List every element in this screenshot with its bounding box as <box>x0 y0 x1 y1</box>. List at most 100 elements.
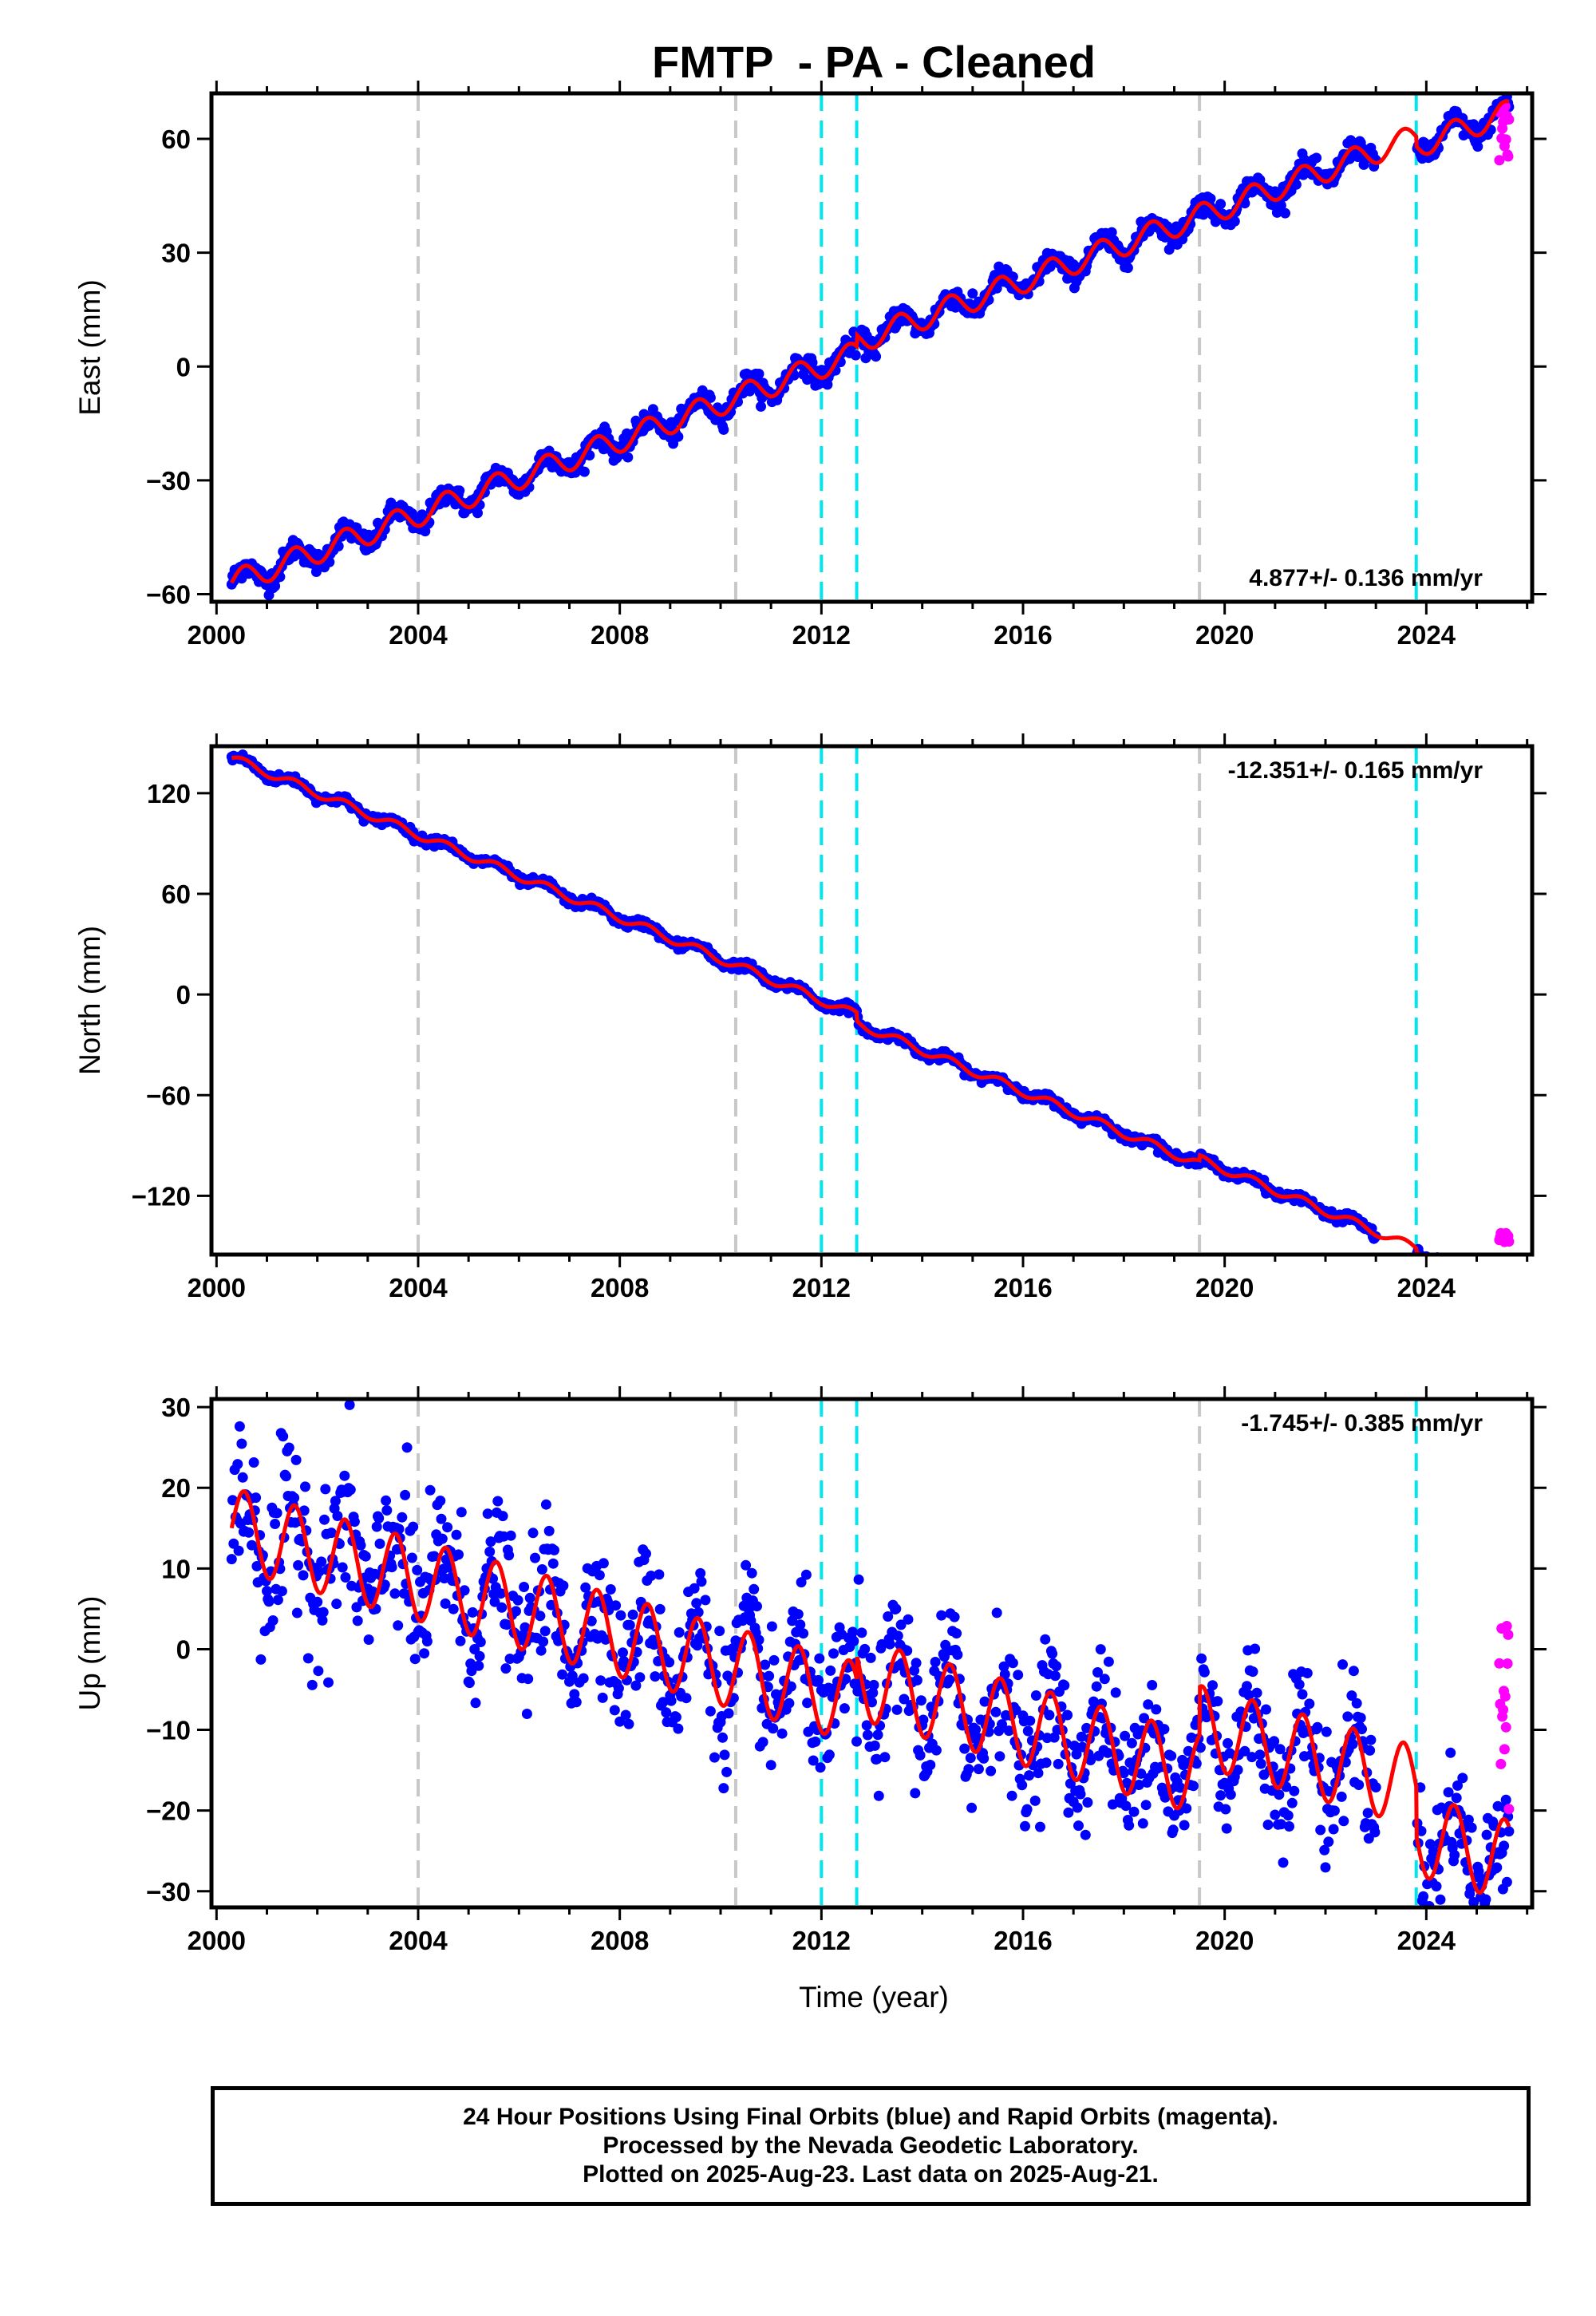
final-orbit-point <box>768 1723 779 1734</box>
final-orbit-point <box>1428 1846 1439 1857</box>
rapid-orbit-points-up <box>1494 1621 1515 1815</box>
final-orbit-point <box>609 1705 620 1716</box>
final-orbit-point <box>1007 1658 1018 1669</box>
y-tick-label: −30 <box>146 466 191 496</box>
final-orbit-point <box>1290 179 1302 190</box>
final-orbit-point <box>1080 1829 1091 1840</box>
final-orbit-point <box>558 1580 569 1591</box>
final-orbit-point <box>255 1654 267 1665</box>
final-orbit-point <box>429 1551 440 1562</box>
final-orbit-point <box>536 1564 547 1575</box>
final-orbit-point <box>340 1572 351 1583</box>
final-orbit-point <box>718 424 729 435</box>
final-orbit-point <box>658 1697 669 1708</box>
final-orbit-point <box>1223 1737 1233 1749</box>
x-tick-label: 2024 <box>1397 1926 1456 1955</box>
final-orbit-point <box>437 1533 448 1544</box>
final-orbit-point <box>232 1459 243 1470</box>
final-orbit-point <box>810 1736 821 1747</box>
final-orbit-point <box>839 1703 850 1714</box>
final-orbit-point <box>1220 1804 1231 1815</box>
final-orbit-point <box>1432 1259 1442 1270</box>
y-tick-label: −60 <box>146 1081 191 1110</box>
final-orbit-point <box>527 1528 539 1539</box>
final-orbit-point <box>1470 1933 1480 1943</box>
final-orbit-point <box>721 1766 733 1777</box>
final-orbit-point <box>800 1569 812 1580</box>
final-orbit-point <box>314 1566 325 1577</box>
y-tick-label: 0 <box>176 1634 191 1664</box>
x-tick-label: 2020 <box>1195 620 1254 650</box>
final-orbit-point <box>381 1505 393 1516</box>
velocity-label-up: -1.745+/- 0.385 mm/yr <box>1241 1410 1483 1437</box>
final-orbit-point <box>695 1567 706 1579</box>
final-orbit-point <box>1017 1780 1028 1791</box>
final-orbit-point <box>1494 1277 1504 1287</box>
final-orbit-point <box>1072 1802 1083 1813</box>
y-tick-label: 60 <box>161 879 191 909</box>
final-orbit-point <box>1497 1283 1507 1294</box>
final-orbit-point <box>579 466 590 477</box>
final-orbit-point <box>1431 1881 1442 1892</box>
final-orbit-point <box>718 1783 729 1794</box>
final-orbit-point <box>1024 1770 1035 1781</box>
x-tick-label: 2016 <box>994 1926 1052 1955</box>
final-orbit-point <box>1338 1816 1349 1827</box>
final-orbit-point <box>700 1595 711 1606</box>
final-orbit-point <box>1013 1670 1024 1681</box>
final-orbit-point <box>764 1670 775 1682</box>
final-orbit-point <box>813 1674 824 1686</box>
final-orbit-point <box>339 1470 350 1481</box>
final-orbit-point <box>1278 1857 1289 1868</box>
y-tick-label: 0 <box>176 980 191 1010</box>
final-orbit-point <box>470 1697 481 1709</box>
final-orbit-point <box>523 1674 534 1685</box>
final-orbit-point <box>271 1508 282 1519</box>
final-orbit-point <box>1122 263 1133 274</box>
y-tick-label: −60 <box>146 579 191 609</box>
final-orbit-point <box>918 1714 929 1725</box>
final-orbit-point <box>673 1723 684 1734</box>
final-orbit-point <box>1242 1681 1252 1692</box>
final-orbit-point <box>1289 1785 1300 1796</box>
final-orbit-point <box>930 1657 941 1667</box>
final-orbit-point <box>345 1484 356 1496</box>
final-orbit-point <box>613 1683 624 1694</box>
y-axis-title-east: East (mm) <box>73 279 106 416</box>
x-tick-label: 2012 <box>792 1926 851 1955</box>
final-orbit-point <box>251 1561 263 1571</box>
final-orbit-point <box>693 1607 704 1618</box>
final-orbit-point <box>1136 1768 1147 1779</box>
final-orbit-point <box>302 1653 314 1664</box>
final-orbit-point <box>1487 1279 1497 1289</box>
final-orbit-point <box>1126 1737 1137 1749</box>
plot-area-north <box>226 746 1515 1294</box>
final-orbit-point <box>959 1743 970 1754</box>
final-orbit-point <box>1365 1745 1376 1756</box>
final-orbit-point <box>910 1788 921 1799</box>
final-orbit-point <box>1254 1749 1266 1761</box>
final-orbit-point <box>1275 200 1286 211</box>
final-orbit-point <box>594 1570 605 1581</box>
final-orbit-point <box>867 1697 877 1708</box>
final-orbit-point <box>333 540 344 551</box>
final-orbit-point <box>1049 1670 1061 1682</box>
final-orbit-point <box>496 1602 508 1613</box>
final-orbit-point <box>1243 1690 1254 1701</box>
final-orbit-point <box>1476 1279 1486 1290</box>
final-orbit-point <box>1493 1276 1503 1286</box>
x-tick-label: 2004 <box>389 620 448 650</box>
final-orbit-point <box>952 1649 963 1660</box>
y-tick-label: 60 <box>161 124 191 154</box>
final-orbit-point <box>1455 1263 1465 1273</box>
final-orbit-point <box>1262 1820 1274 1830</box>
final-orbit-point <box>1076 1731 1087 1742</box>
final-orbit-point <box>485 1536 496 1547</box>
final-orbit-point <box>1118 1768 1129 1779</box>
final-orbit-point <box>1480 1278 1491 1288</box>
final-orbit-point <box>484 1546 496 1557</box>
final-orbit-point <box>371 1521 382 1532</box>
final-orbit-point <box>1003 1725 1014 1737</box>
final-orbit-point <box>497 1511 508 1522</box>
final-orbit-point <box>1472 1275 1483 1286</box>
